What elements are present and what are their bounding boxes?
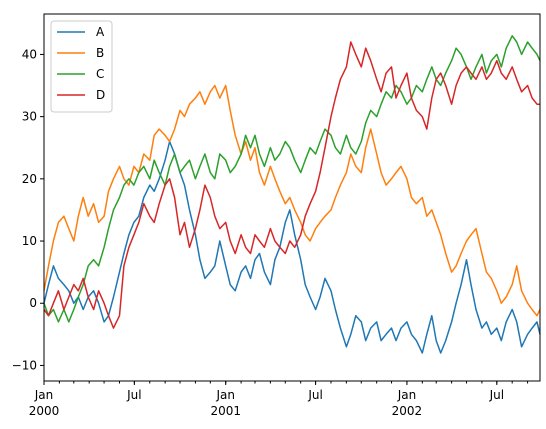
series-line-a [43,140,541,354]
y-axis: −10 0 10 20 30 40 [12,47,44,372]
series-line-c [43,35,541,323]
x-tick-year-label: 2000 [29,404,60,418]
legend-label-b: B [96,46,104,60]
x-tick-label: Jul [489,388,504,402]
x-tick-year-label: 2002 [392,404,423,418]
y-tick-label: 30 [22,110,37,124]
x-tick-label: Jan [215,388,235,402]
series-line-d [43,41,540,329]
x-tick-year-label: 2001 [210,404,241,418]
legend-label-a: A [96,25,105,39]
y-tick-label: 0 [29,296,37,310]
y-tick-label: 10 [22,234,37,248]
x-tick-label: Jan [34,388,54,402]
legend-label-d: D [96,88,105,102]
x-tick-label: Jan [397,388,417,402]
y-tick-label: −10 [12,358,37,372]
x-axis: Jan 2000 Jul Jan 2001 Jul Jan 2002 Jul [29,381,529,418]
legend-box [50,20,113,113]
series-layer [43,35,541,354]
y-tick-label: 20 [22,172,37,186]
x-tick-label: Jul [126,388,141,402]
x-tick-label: Jul [307,388,322,402]
y-tick-label: 40 [22,47,37,61]
legend-label-c: C [96,67,104,81]
plot-frame [43,13,541,382]
